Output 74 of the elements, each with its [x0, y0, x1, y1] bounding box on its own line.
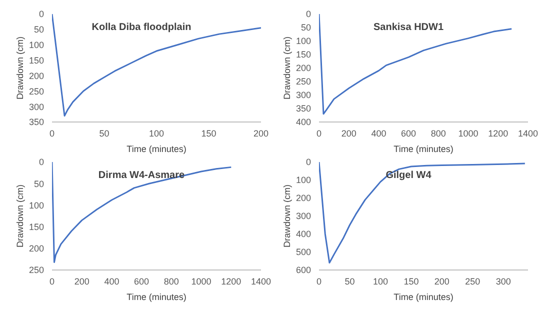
x-tick-label: 200 — [434, 276, 450, 286]
y-tick-label: 50 — [34, 178, 44, 189]
y-axis-title: Drawdown (cm) — [15, 36, 26, 100]
x-tick-label: 1400 — [250, 276, 272, 286]
x-tick-label: 200 — [341, 128, 356, 138]
x-tick-label: 1200 — [488, 128, 508, 138]
y-tick-label: 400 — [296, 229, 311, 240]
y-tick-label: 100 — [28, 200, 44, 210]
x-tick-label: 50 — [99, 128, 110, 138]
line-series — [319, 162, 526, 264]
y-tick-label: 250 — [28, 265, 44, 276]
y-axis-title: Drawdown (cm) — [15, 184, 26, 248]
x-tick-label: 0 — [316, 276, 322, 286]
x-axis-title: Time (minutes) — [394, 144, 454, 154]
x-tick-label: 1200 — [221, 276, 242, 286]
y-tick-label: 200 — [28, 70, 44, 81]
y-tick-label: 350 — [296, 104, 311, 114]
y-tick-label: 250 — [28, 86, 44, 96]
x-tick-label: 150 — [404, 276, 419, 286]
y-tick-label: 0 — [306, 157, 311, 168]
x-tick-label: 1000 — [191, 276, 212, 286]
x-tick-label: 400 — [371, 128, 386, 138]
y-tick-label: 100 — [296, 36, 311, 46]
y-tick-label: 150 — [28, 222, 44, 232]
y-tick-label: 200 — [296, 193, 311, 204]
x-tick-label: 100 — [148, 128, 164, 138]
y-axis-title: Drawdown (cm) — [282, 184, 292, 248]
text: Sankisa HDW1 — [373, 22, 444, 33]
y-tick-label: 500 — [296, 247, 311, 258]
y-tick-label: 100 — [296, 175, 311, 186]
x-tick-label: 150 — [201, 128, 216, 138]
y-tick-label: 0 — [38, 157, 44, 168]
y-tick-label: 300 — [296, 90, 311, 100]
x-axis-title: Time (minutes) — [126, 144, 186, 154]
x-tick-label: 200 — [253, 128, 269, 138]
x-tick-label: 400 — [104, 276, 120, 286]
line-series — [52, 162, 232, 263]
text: Kolla Diba floodplain — [92, 22, 192, 33]
x-tick-label: 100 — [372, 276, 388, 286]
y-tick-label: 50 — [300, 22, 311, 33]
x-tick-label: 250 — [465, 276, 480, 286]
x-tick-label: 200 — [74, 276, 90, 286]
x-tick-label: 1400 — [518, 128, 538, 138]
y-tick-label: 150 — [296, 50, 311, 60]
line-series — [319, 14, 512, 115]
y-tick-label: 50 — [34, 24, 44, 35]
y-tick-label: 200 — [28, 244, 44, 254]
text: Dirma W4-Asmare — [98, 170, 185, 181]
y-tick-label: 300 — [28, 102, 44, 112]
y-tick-label: 0 — [306, 9, 311, 20]
y-tick-label: 350 — [28, 117, 44, 128]
y-tick-label: 200 — [296, 63, 311, 74]
y-tick-label: 300 — [296, 211, 311, 222]
x-axis-title: Time (minutes) — [126, 292, 186, 302]
x-tick-label: 0 — [49, 128, 55, 138]
x-tick-label: 300 — [496, 276, 511, 286]
x-axis-title: Time (minutes) — [394, 292, 454, 302]
x-tick-label: 600 — [134, 276, 150, 286]
x-tick-label: 600 — [401, 128, 416, 138]
x-tick-label: 0 — [316, 128, 322, 138]
x-tick-label: 800 — [164, 276, 179, 286]
line-series — [52, 14, 261, 117]
y-tick-label: 0 — [38, 9, 44, 20]
y-tick-label: 250 — [296, 76, 311, 87]
x-tick-label: 50 — [344, 276, 355, 286]
y-tick-label: 150 — [28, 55, 44, 66]
text: Gilgel W4 — [386, 170, 432, 181]
x-tick-label: 0 — [49, 276, 55, 286]
x-tick-label: 800 — [430, 128, 446, 138]
y-tick-label: 400 — [296, 117, 311, 128]
y-tick-label: 100 — [28, 40, 44, 50]
x-tick-label: 1000 — [458, 128, 478, 138]
y-tick-label: 600 — [296, 265, 311, 276]
y-axis-title: Drawdown (cm) — [282, 36, 292, 100]
